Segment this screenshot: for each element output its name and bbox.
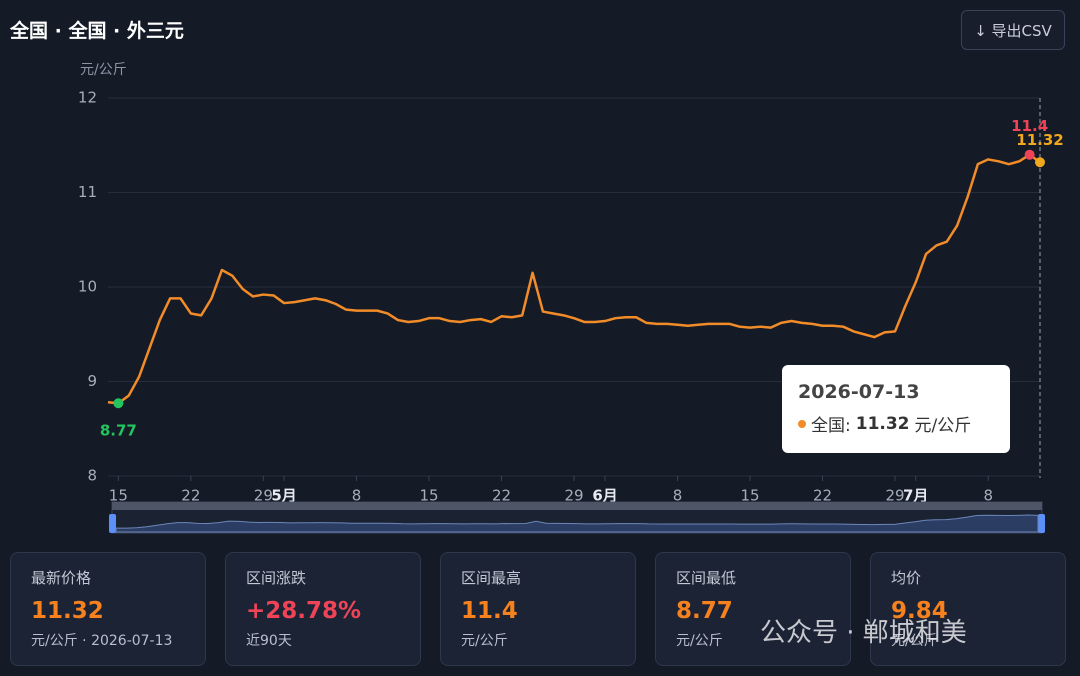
x-tick-label: 29 — [254, 487, 273, 505]
zoom-handle[interactable] — [1038, 514, 1045, 533]
x-tick-label: 22 — [492, 487, 511, 505]
page-title: 全国 · 全国 · 外三元 — [10, 20, 184, 42]
stat-value: +28.78% — [246, 598, 362, 624]
x-tick-label: 22 — [181, 487, 200, 505]
y-axis-label: 元/公斤 — [80, 62, 127, 78]
marker — [113, 398, 124, 409]
stat-label: 最新价格 — [31, 569, 92, 587]
y-tick-label: 9 — [87, 372, 97, 390]
tooltip-unit: 元/公斤 — [914, 416, 972, 436]
stat-card: 区间最低 8.77 元/公斤 — [655, 552, 851, 666]
y-tick-label: 8 — [87, 467, 97, 485]
series-line — [107, 153, 1041, 405]
marker-label: 11.32 — [1016, 131, 1063, 149]
tooltip-date: 2026-07-13 — [798, 381, 920, 403]
stat-sub: 近90天 — [246, 633, 292, 649]
stat-value: 9.84 — [891, 598, 948, 624]
stat-label: 区间最高 — [461, 569, 522, 587]
marker — [1024, 149, 1035, 160]
stat-value: 11.4 — [461, 598, 518, 624]
stat-sub: 元/公斤 — [461, 633, 508, 649]
y-tick-label: 12 — [78, 89, 97, 107]
zoom-handle[interactable] — [109, 514, 116, 533]
stat-label: 区间涨跌 — [246, 569, 307, 587]
tooltip-series: 全国: — [811, 416, 851, 436]
stat-sub: 元/公斤 — [676, 633, 723, 649]
tooltip-dot — [798, 419, 806, 428]
stat-value: 11.32 — [31, 598, 104, 624]
stat-label: 均价 — [891, 569, 922, 587]
export-button[interactable]: ↓ 导出CSV — [961, 10, 1065, 50]
x-tick-label: 8 — [983, 487, 993, 505]
zoom-slider-bar[interactable] — [112, 502, 1042, 510]
stat-card: 区间涨跌 +28.78% 近90天 — [225, 552, 421, 666]
x-tick-label: 15 — [740, 487, 759, 505]
stat-value: 8.77 — [676, 598, 733, 624]
x-tick-label: 5月 — [271, 487, 296, 505]
x-tick-label: 22 — [813, 487, 832, 505]
watermark: 公众号 · 郸城和美 — [760, 618, 967, 648]
stat-card: 区间最高 11.4 元/公斤 — [440, 552, 636, 666]
x-tick-label: 29 — [885, 487, 904, 505]
x-tick-label: 15 — [109, 487, 128, 505]
marker — [1035, 157, 1045, 168]
x-tick-label: 29 — [564, 487, 583, 505]
y-tick-label: 10 — [78, 278, 97, 296]
stat-card: 最新价格 11.32 元/公斤 · 2026-07-13 — [10, 552, 206, 666]
x-tick-label: 6月 — [592, 487, 617, 505]
stat-label: 区间最低 — [676, 569, 737, 587]
tooltip: 2026-07-13 全国: 11.32 元/公斤 — [782, 365, 1010, 453]
stat-sub: 元/公斤 · 2026-07-13 — [31, 633, 173, 649]
x-tick-label: 15 — [419, 487, 438, 505]
marker-label: 11.4 — [1011, 117, 1048, 135]
y-tick-label: 11 — [78, 183, 97, 201]
marker-label: 8.77 — [100, 422, 137, 440]
x-tick-label: 8 — [673, 487, 683, 505]
x-tick-label: 8 — [352, 487, 362, 505]
zoom-preview — [115, 514, 1039, 533]
stat-sub: 元/公斤 — [891, 633, 938, 649]
stat-card: 均价 9.84 元/公斤 — [870, 552, 1066, 666]
tooltip-value: 11.32 — [855, 413, 910, 434]
x-tick-label: 7月 — [903, 487, 928, 505]
